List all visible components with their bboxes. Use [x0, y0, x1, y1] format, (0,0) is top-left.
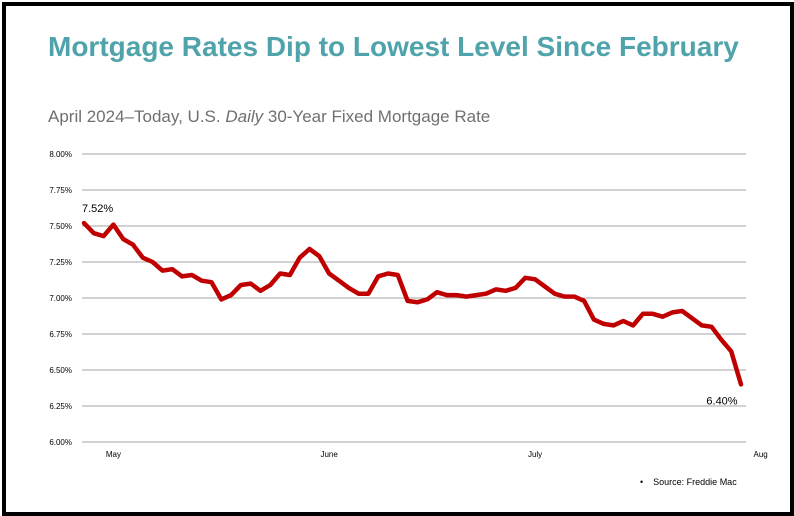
annotation-start-value: 7.52%: [82, 203, 113, 215]
y-tick-label: 7.00%: [49, 294, 72, 303]
x-tick-label: Aug: [753, 450, 767, 459]
subtitle-prefix: April 2024–Today, U.S.: [48, 107, 226, 126]
source-bullet: •: [640, 477, 644, 487]
subtitle-suffix: 30-Year Fixed Mortgage Rate: [263, 107, 491, 126]
series-line: [81, 220, 744, 387]
source-text: Source: Freddie Mac: [653, 477, 737, 487]
y-tick-label: 7.25%: [49, 258, 72, 267]
y-tick-label: 7.50%: [49, 222, 72, 231]
y-tick-label: 6.00%: [49, 438, 72, 447]
x-tick-label: June: [320, 450, 338, 459]
y-tick-label: 6.25%: [49, 402, 72, 411]
y-tick-label: 8.00%: [49, 150, 72, 159]
chart-title: Mortgage Rates Dip to Lowest Level Since…: [48, 31, 739, 62]
annotation-end-value: 6.40%: [706, 395, 737, 407]
source-note: • Source: Freddie Mac: [640, 477, 737, 487]
y-tick-label: 6.50%: [49, 366, 72, 375]
chart-subtitle: April 2024–Today, U.S. Daily 30-Year Fix…: [48, 107, 490, 127]
subtitle-emphasis: Daily: [225, 107, 264, 126]
x-tick-label: May: [106, 450, 121, 459]
x-tick-label: July: [528, 450, 542, 459]
y-tick-label: 6.75%: [49, 330, 72, 339]
y-tick-label: 7.75%: [49, 186, 72, 195]
